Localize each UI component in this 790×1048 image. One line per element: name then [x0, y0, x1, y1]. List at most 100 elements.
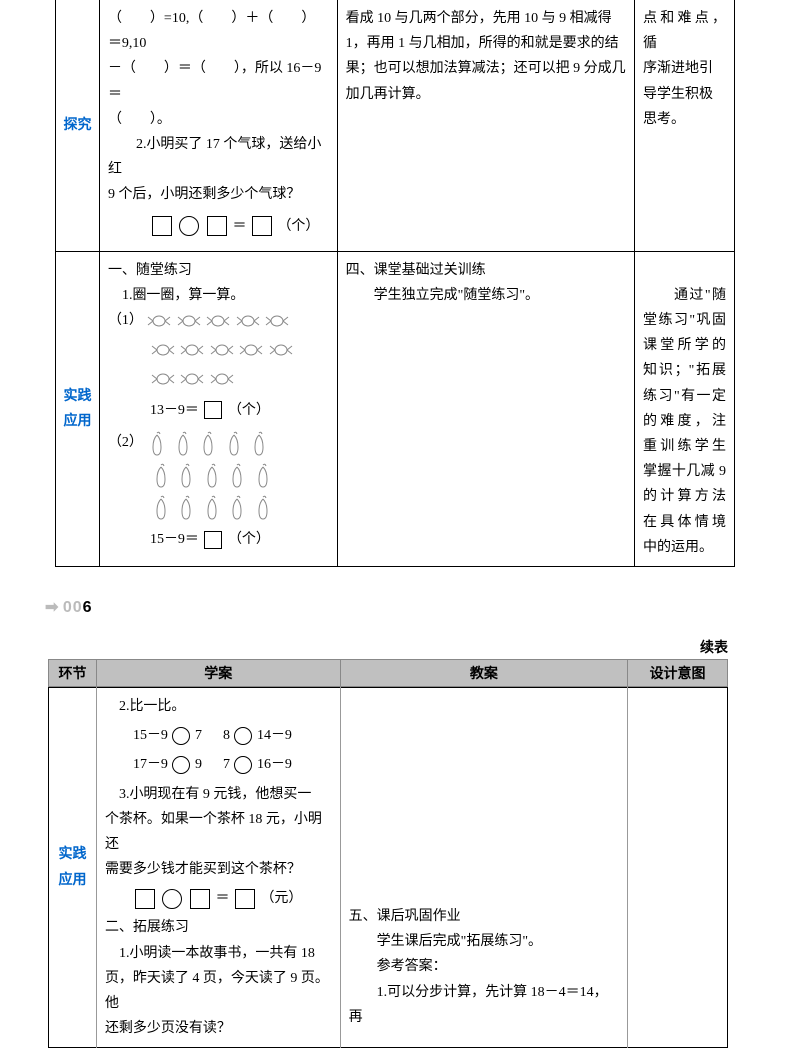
page-number: ➡ 006: [45, 597, 790, 617]
instruction-text: 学生独立完成"随堂练习"。: [346, 283, 626, 308]
question-text: 1.小明读一本故事书，一共有 18: [105, 941, 332, 966]
heading: 四、课堂基础过关训练: [346, 258, 626, 283]
section-label-explore: 探究: [56, 0, 100, 251]
intent-text: 导学生积极: [643, 82, 726, 107]
pear-icon: [150, 461, 172, 489]
compare-circle: [172, 727, 190, 745]
expr: 7: [195, 728, 202, 743]
header-section: 环节: [49, 659, 97, 686]
fill-blank-line: （ ）=10,（ ）＋（ ）＝9,10: [108, 6, 329, 56]
pear-icon: [201, 461, 223, 489]
pear-icon: [172, 429, 194, 457]
pear-icon: [175, 493, 197, 521]
teacher-plan-cell-3: 五、课后巩固作业 学生课后完成"拓展练习"。 参考答案： 1.可以分步计算，先计…: [340, 687, 628, 1047]
section-text: 实践: [58, 384, 97, 409]
section-text: 探究: [63, 118, 91, 133]
candy-icon: [235, 311, 261, 331]
answer-box: [152, 216, 172, 236]
pear-icon: [201, 493, 223, 521]
pear-icon: [146, 429, 168, 457]
question-text: 个茶杯。如果一个茶杯 18 元，小明还: [105, 807, 332, 857]
pear-icon: [226, 461, 248, 489]
answer-box: [207, 216, 227, 236]
candy-icon: [238, 340, 264, 360]
candy-row: [146, 313, 290, 328]
intent-text: 通过"随堂练习"巩固课堂所学的知识；"拓展练习"有一定的难度，注重训练学生掌握十…: [643, 283, 726, 560]
lesson-table-1: 探究 （ ）=10,（ ）＋（ ）＝9,10 －（ ）＝（ ），所以 16－9＝…: [55, 0, 735, 567]
intent-text: 思考。: [643, 107, 726, 132]
pear-icon: [175, 461, 197, 489]
answer-box: [190, 889, 210, 909]
pear-icon: [223, 429, 245, 457]
question-text: 需要多少钱才能买到这个茶杯？: [105, 857, 332, 882]
pear-icon: [248, 429, 270, 457]
continuation-label: 续表: [48, 637, 728, 657]
pear-icon: [197, 429, 219, 457]
teacher-plan-cell-2: 四、课堂基础过关训练 学生独立完成"随堂练习"。: [337, 251, 634, 566]
question-text: 2.小明买了 17 个气球，送给小红: [108, 132, 329, 182]
candy-icon: [209, 369, 235, 389]
expr: 9: [195, 757, 202, 772]
unit-label: （个）: [228, 532, 270, 547]
candy-icon: [146, 311, 172, 331]
answer-box: [204, 531, 222, 549]
expr: 7: [223, 757, 230, 772]
explanation-text: 看成 10 与几两个部分，先用 10 与 9 相减得: [346, 6, 626, 31]
header-student-plan: 学案: [96, 659, 340, 686]
section-text: 应用: [51, 868, 94, 893]
page-prefix: 00: [63, 599, 83, 616]
pear-icon: [252, 461, 274, 489]
candy-icon: [268, 340, 294, 360]
pear-icon: [252, 493, 274, 521]
compare-circle: [234, 727, 252, 745]
student-plan-cell-3: 2.比一比。 15－9 7 8 14－9 17－9 9 7 16－9 3.小明现: [96, 687, 340, 1047]
explanation-text: 果；也可以想加法算减法；还可以把 9 分成几: [346, 56, 626, 81]
equation-line: 15－9＝ （个）: [150, 527, 329, 552]
instruction-text: 学生课后完成"拓展练习"。: [349, 929, 620, 954]
header-design-intent: 设计意图: [628, 659, 728, 686]
design-intent-cell-2: 通过"随堂练习"巩固课堂所学的知识；"拓展练习"有一定的难度，注重训练学生掌握十…: [635, 251, 735, 566]
compare-line: 17－9 9 7 16－9: [133, 752, 332, 777]
operator-circle: [162, 889, 182, 909]
section-text: 实践: [51, 842, 94, 867]
compare-circle: [234, 756, 252, 774]
table-header: 环节 学案 教案 设计意图: [48, 659, 728, 687]
heading: 五、课后巩固作业: [349, 904, 620, 929]
teacher-plan-cell-1: 看成 10 与几两个部分，先用 10 与 9 相减得 1，再用 1 与几相加，所…: [337, 0, 634, 251]
question-text: 1.圈一圈，算一算。: [108, 283, 329, 308]
intent-text: 点和难点，循: [643, 6, 726, 56]
equation-boxes: ＝ （个）: [150, 214, 329, 239]
pear-row: [146, 435, 270, 450]
equation-line: 13－9＝ （个）: [150, 398, 329, 423]
question-text: 页，昨天读了 4 页，今天读了 9 页。他: [105, 966, 332, 1016]
question-text: 2.比一比。: [105, 694, 332, 719]
pear-row: [150, 461, 329, 489]
page-digit: 6: [83, 599, 92, 616]
answer-box: [204, 401, 222, 419]
unit-label: （元）: [260, 891, 302, 906]
candy-icon: [176, 311, 202, 331]
expr: 16－9: [257, 757, 292, 772]
design-intent-cell-3: [628, 687, 728, 1047]
question-text: 9 个后，小明还剩多少个气球？: [108, 182, 329, 207]
section-label-practice: 实践 应用: [49, 687, 97, 1047]
section-label-practice: 实践 应用: [56, 251, 100, 566]
section-text: 应用: [58, 409, 97, 434]
arrow-icon: ➡: [45, 599, 58, 616]
answer-text: 1.可以分步计算，先计算 18－4＝14，再: [349, 980, 620, 1030]
expr: 8: [223, 728, 230, 743]
candy-row: [150, 337, 329, 362]
subquestion-label: （2）: [108, 435, 143, 450]
answer-box: [235, 889, 255, 909]
explanation-text: 1，再用 1 与几相加，所得的和就是要求的结: [346, 31, 626, 56]
question-text: 还剩多少页没有读？: [105, 1016, 332, 1041]
answer-label: 参考答案：: [349, 954, 620, 979]
candy-icon: [179, 340, 205, 360]
fill-blank-line: （ ）。: [108, 107, 329, 132]
expr: 17－9: [133, 757, 168, 772]
heading: 二、拓展练习: [105, 915, 332, 940]
design-intent-cell-1: 点和难点，循 序渐进地引 导学生积极 思考。: [635, 0, 735, 251]
equation-boxes: ＝ （元）: [133, 886, 332, 911]
unit-label: （个）: [277, 219, 319, 234]
lesson-table-2: 实践 应用 2.比一比。 15－9 7 8 14－9 17－9 9 7: [48, 687, 728, 1048]
